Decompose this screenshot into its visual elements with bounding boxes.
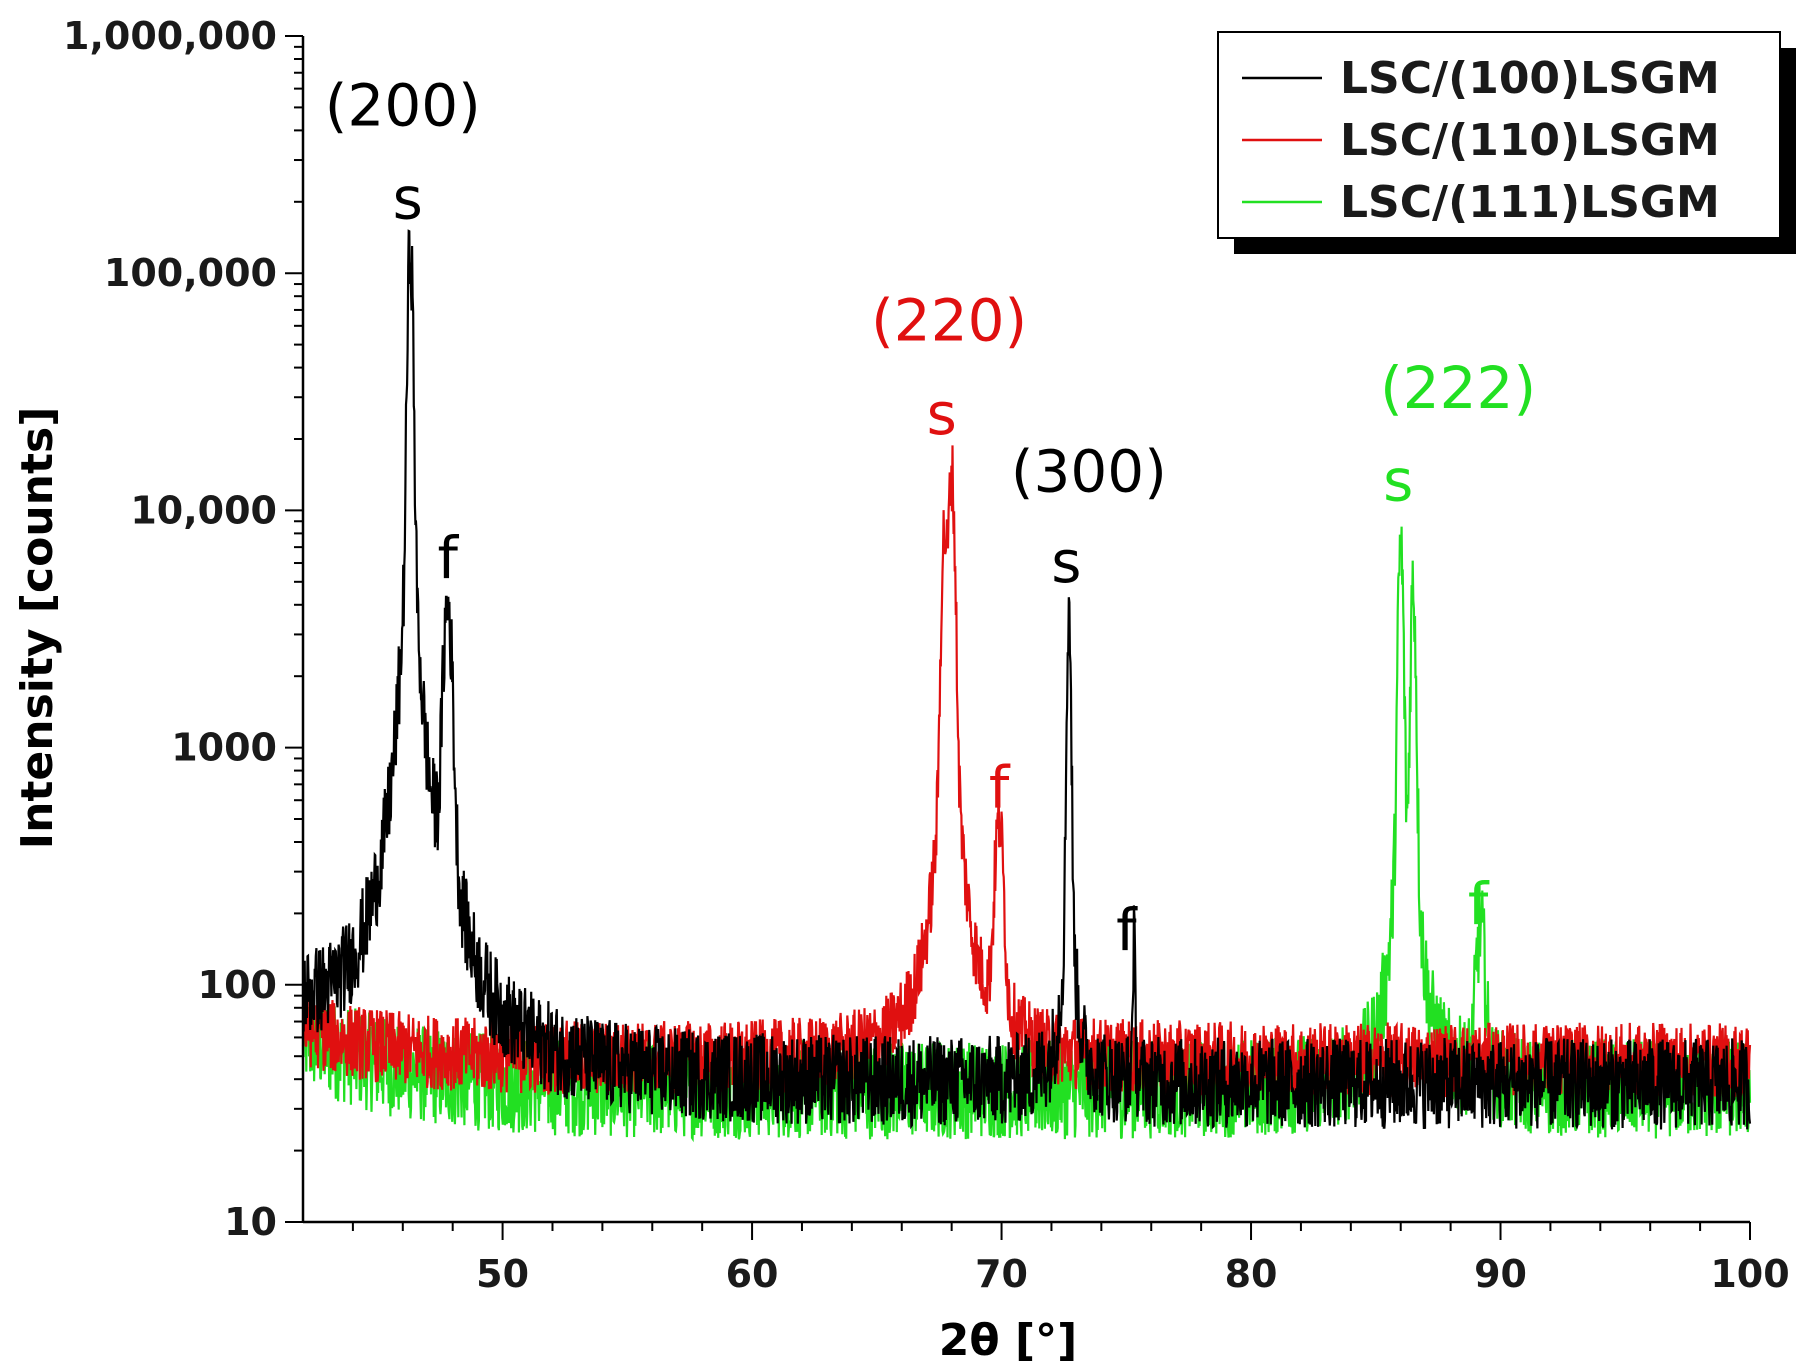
y-tick-label: 100,000: [104, 251, 277, 295]
x-axis-title: 2θ [°]: [939, 1315, 1077, 1366]
x-tick-label: 80: [1225, 1252, 1278, 1296]
peak-annotation: f: [437, 524, 459, 592]
series-line-1: [301, 229, 1752, 1130]
peak-annotation: f: [1468, 870, 1490, 938]
y-tick-label: 1000: [171, 726, 277, 770]
peak-annotation: s: [1383, 447, 1413, 515]
peak-annotation: s: [1051, 528, 1081, 596]
peak-annotation: s: [393, 165, 423, 233]
peak-annotation: (300): [1011, 438, 1167, 506]
plot-traces: [301, 229, 1752, 1143]
y-tick-label: 1,000,000: [63, 14, 277, 58]
legend-label: LSC/(111)LSGM: [1340, 177, 1720, 228]
y-axis-title: Intensity [counts]: [12, 407, 63, 850]
x-tick-label: 60: [726, 1252, 779, 1296]
peak-annotation: f: [1116, 896, 1138, 964]
peak-annotation: s: [927, 380, 957, 448]
peak-annotation: (200): [325, 71, 481, 139]
axes: 50 60 70 80 90 100 10 100 1000 10,000 100,000 1,000…: [63, 14, 1790, 1296]
legend-label: LSC/(100)LSGM: [1340, 53, 1720, 104]
legend-box: [1217, 31, 1781, 239]
y-tick-label: 10,000: [130, 488, 277, 532]
peak-annotation: f: [989, 753, 1011, 821]
y-tick-label: 100: [198, 963, 277, 1007]
x-tick-label: 70: [975, 1252, 1028, 1296]
x-tick-label: 90: [1474, 1252, 1527, 1296]
legend: LSC/(100)LSGM LSC/(110)LSGM LSC/(111)LSGM: [1217, 31, 1796, 254]
peak-annotations: (200) s f (220) s f (300) s f (222) s f: [325, 71, 1536, 964]
x-tick-label: 100: [1710, 1252, 1789, 1296]
peak-annotation: (220): [871, 287, 1027, 355]
legend-label: LSC/(110)LSGM: [1340, 115, 1720, 166]
x-tick-label: 50: [476, 1252, 529, 1296]
y-tick-label: 10: [224, 1200, 277, 1244]
peak-annotation: (222): [1380, 354, 1536, 422]
